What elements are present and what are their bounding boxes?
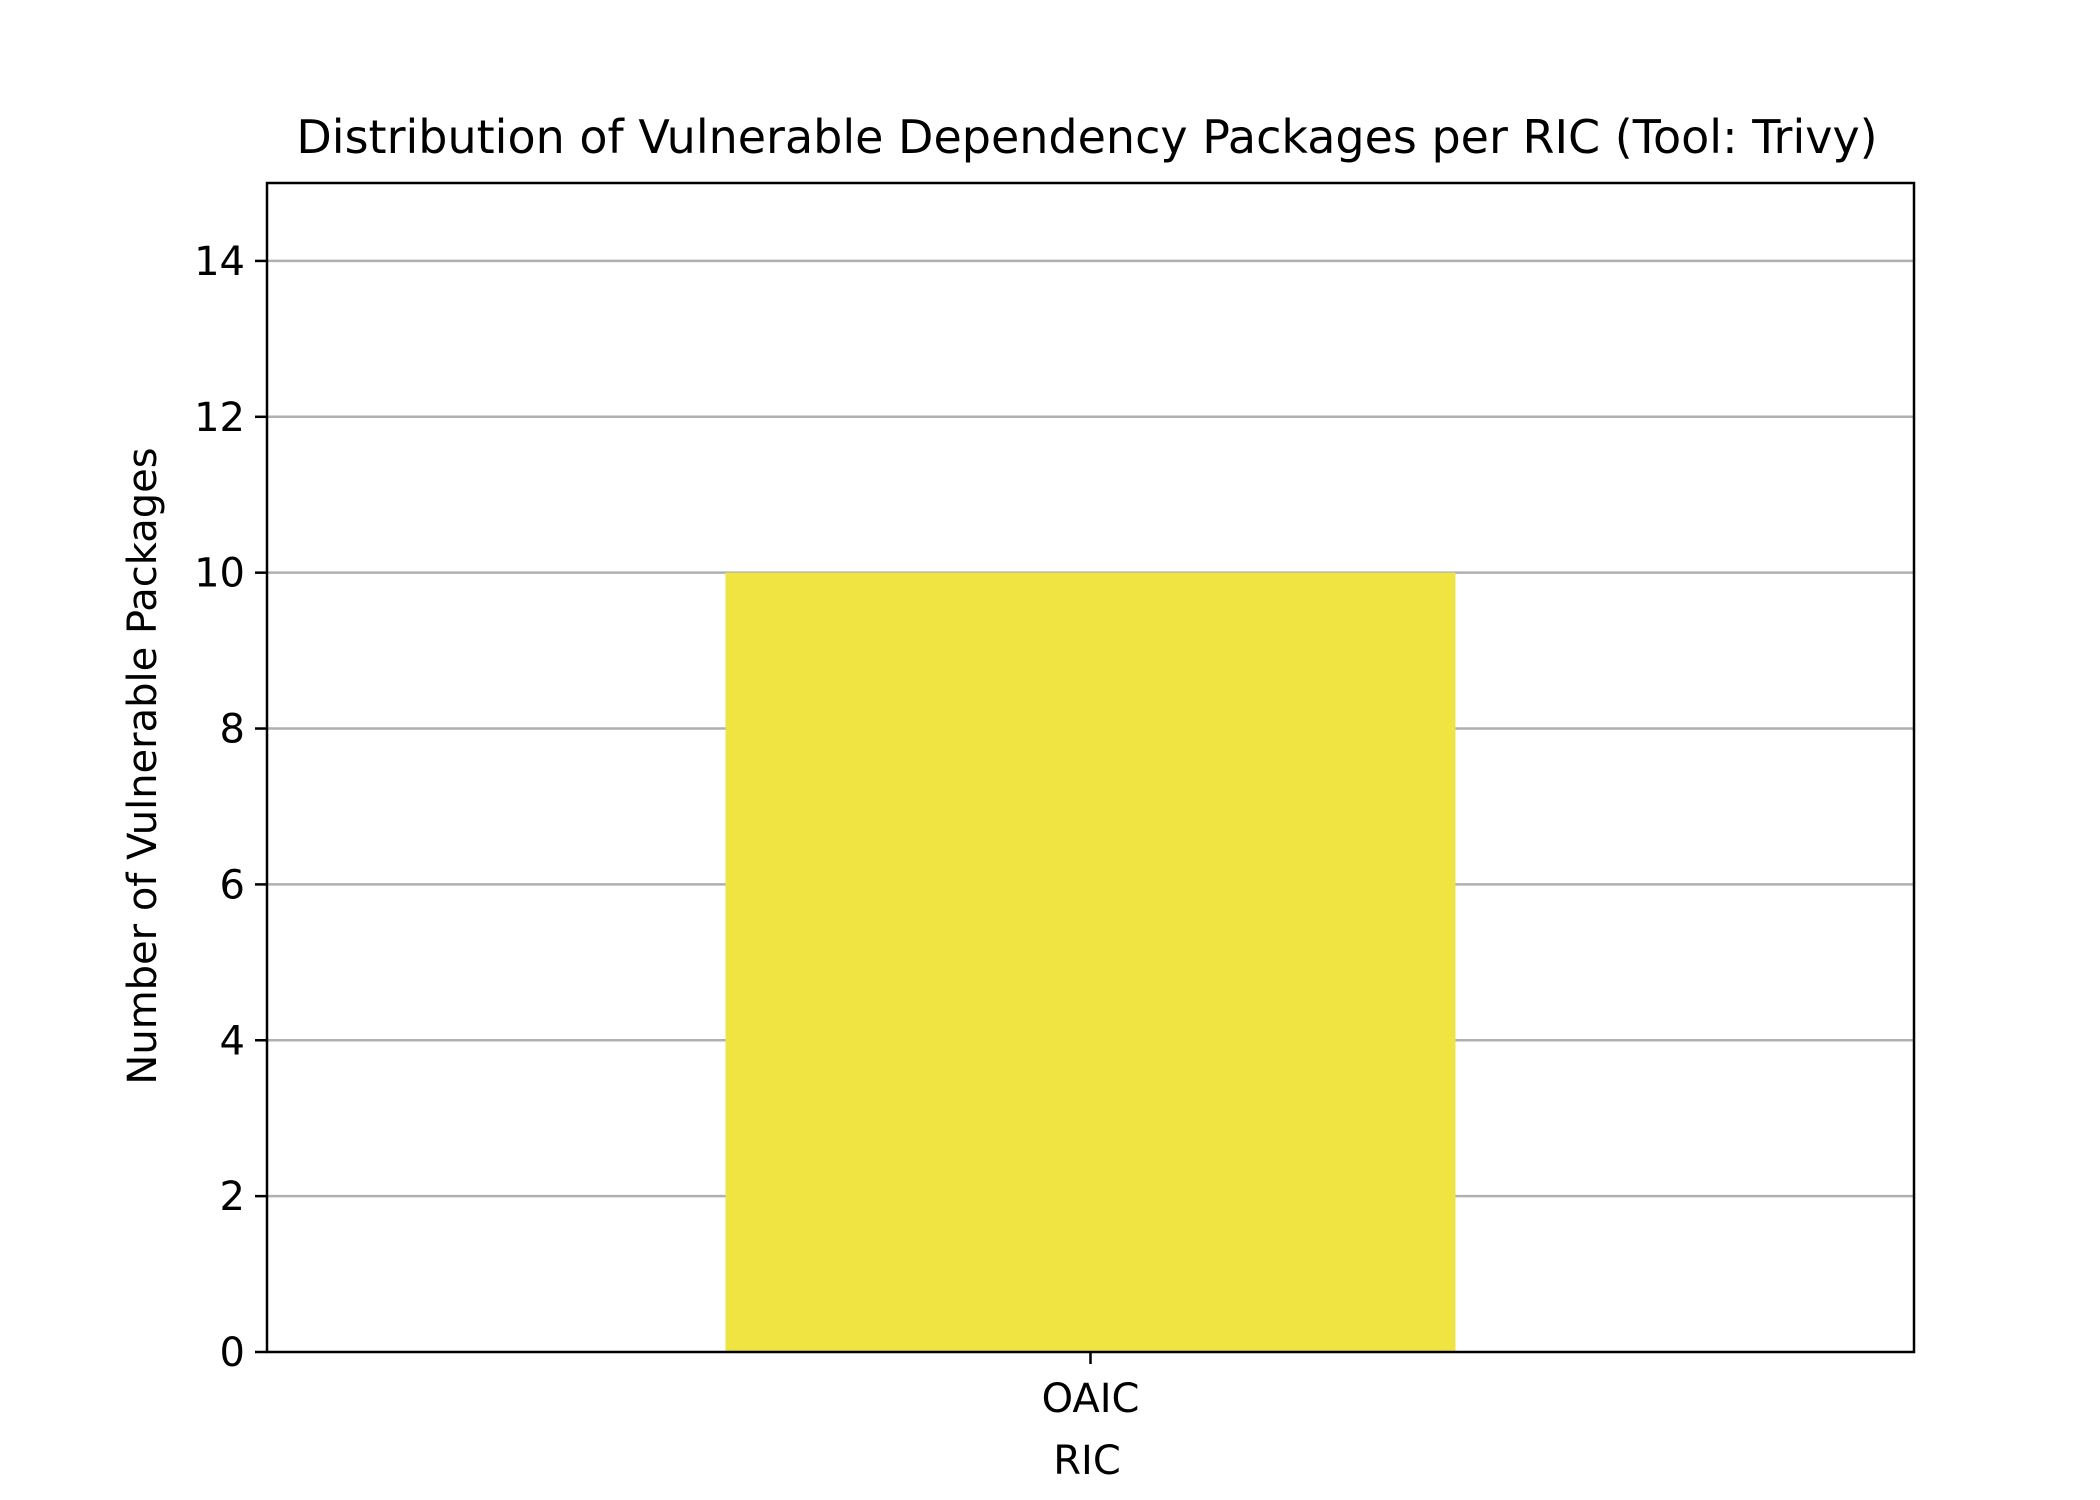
chart-title: Distribution of Vulnerable Dependency Pa…: [296, 110, 1877, 164]
y-tick-label: 12: [194, 395, 245, 441]
x-axis-label: RIC: [1053, 1438, 1121, 1484]
y-tick-label: 6: [220, 862, 245, 908]
y-tick-label: 0: [220, 1330, 245, 1376]
x-axis-ticks: OAIC: [1042, 1352, 1140, 1422]
y-axis-ticks: 0 2 4 6 8 10 12 14: [194, 239, 267, 1376]
y-axis-label: Number of Vulnerable Packages: [120, 447, 166, 1084]
y-tick-label: 4: [220, 1018, 245, 1064]
bar: [725, 572, 1456, 1352]
y-tick-label: 14: [194, 239, 245, 285]
y-tick-label: 2: [220, 1174, 245, 1220]
x-tick-label: OAIC: [1042, 1376, 1140, 1422]
y-tick-label: 10: [194, 551, 245, 597]
y-tick-label: 8: [220, 707, 245, 753]
bars: [725, 572, 1456, 1352]
